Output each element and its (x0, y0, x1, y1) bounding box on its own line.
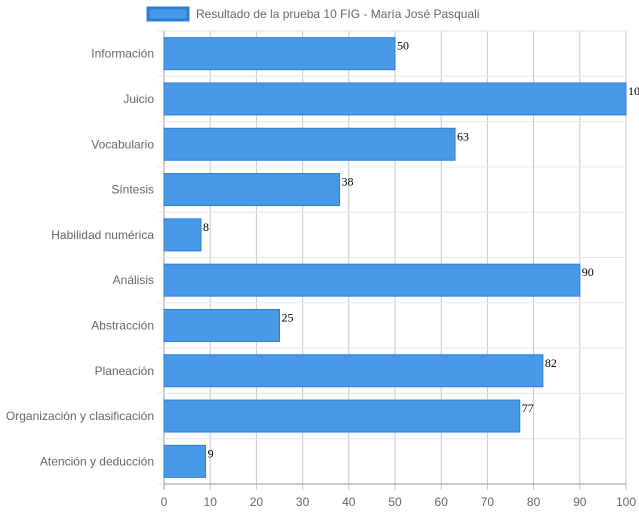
x-tick-label: 0 (161, 495, 168, 509)
x-tick-label: 100 (616, 495, 636, 509)
category-label: Atención y deducción (40, 454, 154, 468)
data-label: 9 (208, 446, 214, 460)
legend[interactable]: Resultado de la prueba 10 FIG - María Jo… (146, 6, 480, 22)
category-label: Síntesis (111, 183, 154, 197)
x-tick-label: 30 (296, 495, 310, 509)
x-tick-label: 90 (573, 495, 587, 509)
data-label: 63 (457, 129, 469, 143)
data-label: 77 (522, 401, 534, 415)
category-label: Planeación (95, 364, 154, 378)
category-labels: Información Juicio Vocabulario Síntesis Habi… (6, 47, 154, 469)
bar[interactable] (163, 263, 581, 297)
bar[interactable] (163, 127, 456, 161)
x-tick-label: 50 (388, 495, 402, 509)
x-tick-label: 70 (481, 495, 495, 509)
x-tick-label: 60 (435, 495, 449, 509)
data-label: 100 (628, 84, 639, 98)
bar[interactable] (163, 354, 544, 388)
data-label: 90 (582, 265, 594, 279)
category-label: Organización y clasificación (6, 409, 154, 423)
data-label: 38 (342, 175, 354, 189)
bar[interactable] (163, 444, 207, 478)
bar[interactable] (163, 308, 280, 342)
data-label: 50 (397, 39, 409, 53)
data-labels: 50 100 63 38 8 90 25 82 77 9 (203, 39, 639, 461)
data-label: 25 (282, 310, 294, 324)
data-label: 8 (203, 220, 209, 234)
category-label: Vocabulario (91, 137, 154, 151)
category-label: Información (91, 47, 154, 61)
category-label: Abstracción (91, 318, 154, 332)
bar[interactable] (163, 82, 627, 116)
legend-swatch (146, 6, 190, 22)
bar[interactable] (163, 399, 521, 433)
x-tick-label: 40 (342, 495, 356, 509)
bar[interactable] (163, 173, 341, 207)
x-tick-label: 10 (204, 495, 218, 509)
data-label: 82 (545, 356, 557, 370)
bars (163, 37, 627, 478)
category-label: Habilidad numérica (51, 228, 154, 242)
legend-label: Resultado de la prueba 10 FIG - María Jo… (196, 7, 480, 21)
x-tick-label: 80 (527, 495, 541, 509)
bar[interactable] (163, 37, 396, 71)
bar[interactable] (163, 218, 202, 252)
category-label: Juicio (123, 92, 154, 106)
x-axis-ticks: 0 10 20 30 40 50 60 70 80 90 100 (161, 495, 637, 509)
x-tick-label: 20 (250, 495, 264, 509)
category-label: Análisis (113, 273, 154, 287)
